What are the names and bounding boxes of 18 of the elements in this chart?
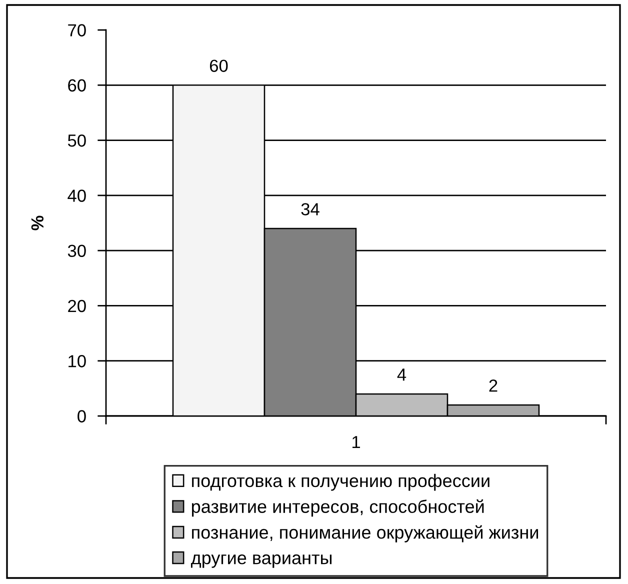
data-label: 60 xyxy=(210,60,228,72)
legend-label: познание, понимание окружающей жизни xyxy=(192,525,538,542)
y-tick-label: 10 xyxy=(68,355,86,368)
x-tick-label: 1 xyxy=(352,436,360,448)
data-label: 34 xyxy=(301,203,320,216)
y-tick-label: 40 xyxy=(68,190,86,202)
data-label: 2 xyxy=(489,380,498,392)
y-tick-label: 20 xyxy=(68,300,86,312)
data-label: 4 xyxy=(397,368,406,381)
y-axis-title: % xyxy=(31,216,44,230)
legend-label: другие варианты xyxy=(190,554,332,568)
legend-label: развитие интересов, способностей xyxy=(192,499,484,517)
y-tick-label: 50 xyxy=(68,134,86,147)
legend-label: подготовка к получению профессии xyxy=(192,474,490,491)
y-tick-label: 30 xyxy=(68,244,86,258)
y-tick-label: 70 xyxy=(68,24,86,36)
y-tick-label: 0 xyxy=(78,410,86,422)
y-tick-label: 60 xyxy=(68,79,86,92)
